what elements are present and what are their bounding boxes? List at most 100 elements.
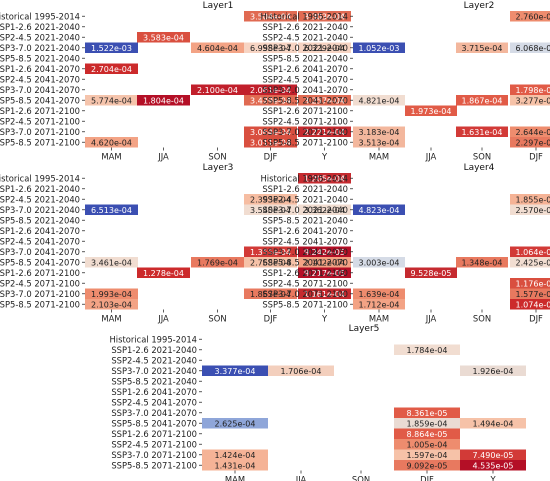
cell-fill [202, 460, 268, 471]
cell-value-label: 3.715e-04 [462, 44, 503, 53]
heatmap-cell: 6.998e-04 [244, 42, 297, 53]
cell-value-label: 3.257e-04 [304, 96, 345, 105]
cell-fill [510, 246, 550, 257]
heatmap-cell: 1.855e-04 [510, 194, 550, 205]
cell-fill [202, 365, 268, 376]
row-label: SSP5-8.5 2021-2040 [0, 215, 80, 225]
cell-fill [85, 42, 138, 53]
column-label: JJA [157, 152, 169, 162]
cell-fill [85, 288, 138, 299]
cell-fill [85, 299, 138, 310]
cell-fill [298, 95, 351, 106]
cell-fill [244, 95, 297, 106]
row-label: SSP2-4.5 2021-2040 [262, 194, 348, 204]
cell-fill [353, 288, 405, 299]
cell-value-label: 6.329e-04 [304, 44, 345, 53]
row-label: Historical 1995-2014 [0, 173, 80, 183]
heatmap-cell: 4.535e-05 [460, 460, 526, 471]
row-label: SSP5-8.5 2071-2100 [111, 460, 197, 470]
cell-fill [137, 267, 190, 278]
heatmap-cell: 3.461e-04 [85, 257, 138, 268]
cell-fill [202, 449, 268, 460]
cell-fill [353, 95, 405, 106]
cell-value-label: 1.926e-04 [473, 367, 514, 376]
heatmap-cell: 1.205e-04 [298, 173, 351, 184]
heatmap-cell: 1.597e-04 [394, 449, 460, 460]
column-label: MAM [101, 314, 121, 324]
heatmap-cell: 3.513e-04 [353, 137, 405, 148]
cell-value-label: 2.644e-04 [516, 128, 550, 137]
heatmap-cell: 6.329e-04 [298, 42, 351, 53]
heatmap-cell: 2.393e-04 [244, 194, 297, 205]
heatmap-cell: 1.348e-04 [456, 257, 508, 268]
column-label: SON [473, 314, 491, 324]
cell-value-label: 8.361e-05 [407, 409, 448, 418]
heatmap-cell: 3.303e-04 [298, 11, 351, 22]
column-label: DJF [420, 475, 434, 481]
heatmap-cell: 1.278e-04 [137, 267, 190, 278]
row-label: SSP3-7.0 2041-2070 [0, 247, 80, 257]
cell-fill [244, 204, 297, 215]
cell-value-label: 8.864e-05 [407, 430, 448, 439]
row-label: SSP2-4.5 2071-2100 [0, 278, 80, 288]
row-label: SSP1-2.6 2071-2100 [262, 106, 348, 116]
heatmap-cell: 3.011e-04 [244, 137, 297, 148]
heatmap-cell: 1.424e-04 [202, 449, 268, 460]
row-label: SSP5-8.5 2021-2040 [0, 53, 80, 63]
cell-value-label: 2.103e-04 [91, 300, 132, 309]
cell-fill [510, 126, 550, 137]
heatmap-cell: 3.362e-04 [298, 204, 351, 215]
cell-fill [460, 449, 526, 460]
column-label: SON [208, 152, 226, 162]
cell-fill [202, 418, 268, 429]
column-label: SON [473, 152, 491, 162]
cell-value-label: 3.011e-04 [250, 138, 291, 147]
panel-title: Layer2 [464, 1, 495, 11]
row-label: SSP5-8.5 2071-2100 [262, 137, 348, 147]
cell-fill [460, 460, 526, 471]
cell-value-label: 1.712e-04 [359, 300, 400, 309]
cell-value-label: 3.461e-04 [91, 258, 132, 267]
cell-fill [510, 84, 550, 95]
cell-fill [244, 246, 297, 257]
cell-value-label: 3.277e-04 [516, 96, 550, 105]
heatmap-cell: 1.859e-04 [394, 418, 460, 429]
cell-fill [298, 11, 351, 22]
column-label: JJA [425, 314, 437, 324]
cell-fill [298, 267, 351, 278]
heatmap-cell: 3.540e-04 [244, 204, 297, 215]
row-label: SSP2-4.5 2071-2100 [0, 116, 80, 126]
heatmap-cell: 1.176e-04 [510, 278, 550, 289]
row-label: SSP3-7.0 2071-2100 [262, 289, 348, 299]
row-label: SSP2-4.5 2071-2100 [262, 278, 348, 288]
cell-value-label: 1.784e-04 [407, 346, 448, 355]
cell-fill [298, 173, 351, 184]
cell-value-label: 1.005e-04 [407, 440, 448, 449]
cell-fill [244, 257, 297, 268]
cell-value-label: 1.064e-04 [516, 248, 550, 257]
row-label: SSP5-8.5 2021-2040 [111, 376, 197, 386]
heatmap-cell: 6.068e-04 [510, 42, 550, 53]
cell-fill [510, 137, 550, 148]
heatmap-cell: 2.100e-04 [191, 84, 244, 95]
heatmap-cell: 1.494e-04 [460, 418, 526, 429]
heatmap-cell: 1.712e-04 [353, 299, 405, 310]
cell-fill [298, 257, 351, 268]
cell-value-label: 2.425e-04 [516, 258, 550, 267]
row-label: SSP5-8.5 2041-2070 [262, 257, 348, 267]
row-label: SSP3-7.0 2071-2100 [0, 127, 80, 137]
row-label: SSP3-7.0 2041-2070 [262, 247, 348, 257]
column-label: SON [208, 314, 226, 324]
row-label: SSP3-7.0 2021-2040 [0, 205, 80, 215]
cell-value-label: 4.620e-04 [91, 138, 132, 147]
panel-title: Layer1 [203, 1, 234, 11]
cell-fill [394, 418, 460, 429]
cell-fill [394, 460, 460, 471]
cell-value-label: 4.823e-04 [359, 206, 400, 215]
row-label: SSP5-8.5 2041-2070 [0, 257, 80, 267]
heatmap-cell: 8.361e-05 [394, 407, 460, 418]
row-label: SSP3-7.0 2021-2040 [262, 43, 348, 53]
